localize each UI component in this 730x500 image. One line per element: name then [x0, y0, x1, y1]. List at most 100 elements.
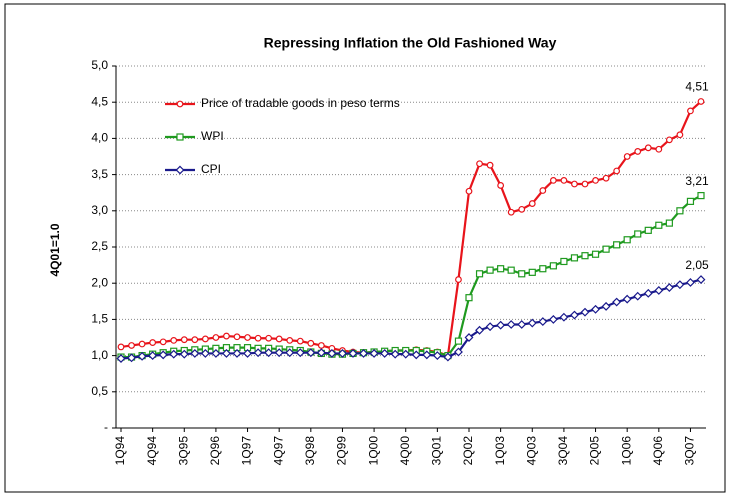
legend-label: Price of tradable goods in peso terms [201, 96, 400, 110]
point [432, 351, 442, 361]
point [559, 312, 569, 322]
point [622, 294, 632, 304]
y-tick-label: 4,5 [91, 94, 108, 108]
x-tick-label: 2Q99 [335, 436, 349, 466]
point [116, 354, 126, 363]
x-tick-label: 2Q96 [208, 436, 222, 466]
point [570, 254, 579, 262]
y-tick-label: 5,0 [91, 58, 108, 72]
point [274, 348, 284, 358]
x-tick-label: 4Q97 [271, 436, 285, 466]
y-tick-label: 1,5 [91, 312, 108, 326]
point [128, 342, 135, 349]
y-tick-label: 4,0 [91, 131, 108, 145]
point [149, 339, 157, 346]
legend-marker [176, 100, 184, 108]
point [223, 332, 230, 340]
point [179, 349, 189, 359]
point [665, 219, 673, 227]
point [275, 335, 283, 343]
point [507, 208, 515, 216]
point [380, 348, 390, 358]
point [539, 265, 547, 273]
point [212, 334, 220, 341]
point [623, 236, 631, 244]
point [655, 221, 663, 229]
point [549, 176, 557, 184]
point [613, 167, 621, 175]
point [159, 338, 167, 346]
point [548, 314, 558, 324]
x-tick-label: 1Q06 [619, 436, 633, 466]
point [307, 339, 315, 347]
y-tick-label: 2,0 [91, 275, 108, 289]
point [465, 294, 473, 302]
legend-marker [175, 165, 185, 175]
point [592, 176, 599, 184]
value-label: 2,05 [685, 258, 709, 272]
point [560, 176, 568, 184]
point [633, 291, 643, 301]
value-label: 3,21 [685, 174, 709, 188]
legend-label: CPI [201, 162, 221, 176]
point [127, 353, 136, 363]
point [170, 336, 178, 344]
point [570, 310, 579, 320]
point [158, 350, 168, 360]
point [222, 348, 231, 358]
point [455, 276, 462, 283]
point [643, 288, 653, 298]
point [560, 257, 568, 266]
point [623, 153, 631, 160]
point [316, 348, 326, 358]
point [686, 278, 695, 287]
y-tick-label: 3,0 [91, 203, 108, 217]
x-tick-label: 4Q06 [651, 436, 665, 466]
y-tick-label: 3,5 [91, 167, 108, 181]
point [676, 131, 684, 139]
point [518, 205, 526, 213]
x-tick-label: 3Q98 [303, 436, 317, 466]
x-tick-label: 4Q00 [398, 436, 412, 466]
y-tick-label: - [104, 420, 108, 434]
point [581, 252, 589, 260]
point [443, 352, 453, 362]
y-tick-label: 1,0 [91, 348, 108, 362]
point [454, 337, 463, 345]
x-tick-label: 3Q01 [430, 436, 444, 466]
point [232, 348, 242, 358]
point [687, 107, 694, 115]
point [528, 200, 536, 207]
point [327, 348, 337, 358]
point [295, 348, 305, 358]
point [676, 207, 684, 215]
point [117, 343, 125, 351]
point [602, 245, 610, 253]
point [401, 349, 411, 359]
point [285, 348, 295, 358]
x-tick-label: 1Q97 [240, 436, 254, 466]
point [581, 180, 589, 188]
point [476, 160, 483, 168]
point [264, 348, 274, 358]
point [169, 349, 179, 359]
point [602, 174, 610, 182]
point [243, 348, 252, 358]
point [538, 317, 548, 327]
point [634, 148, 642, 155]
point [517, 320, 527, 329]
point [518, 270, 526, 278]
point [644, 226, 652, 234]
value-label: 4,51 [685, 80, 709, 94]
point [507, 266, 515, 274]
point [411, 350, 421, 360]
point [485, 322, 495, 332]
point [654, 285, 664, 295]
point [655, 145, 663, 153]
x-tick-label: 3Q95 [176, 436, 190, 466]
point [612, 297, 622, 307]
point [338, 348, 347, 358]
point [675, 280, 685, 290]
point [496, 320, 506, 330]
